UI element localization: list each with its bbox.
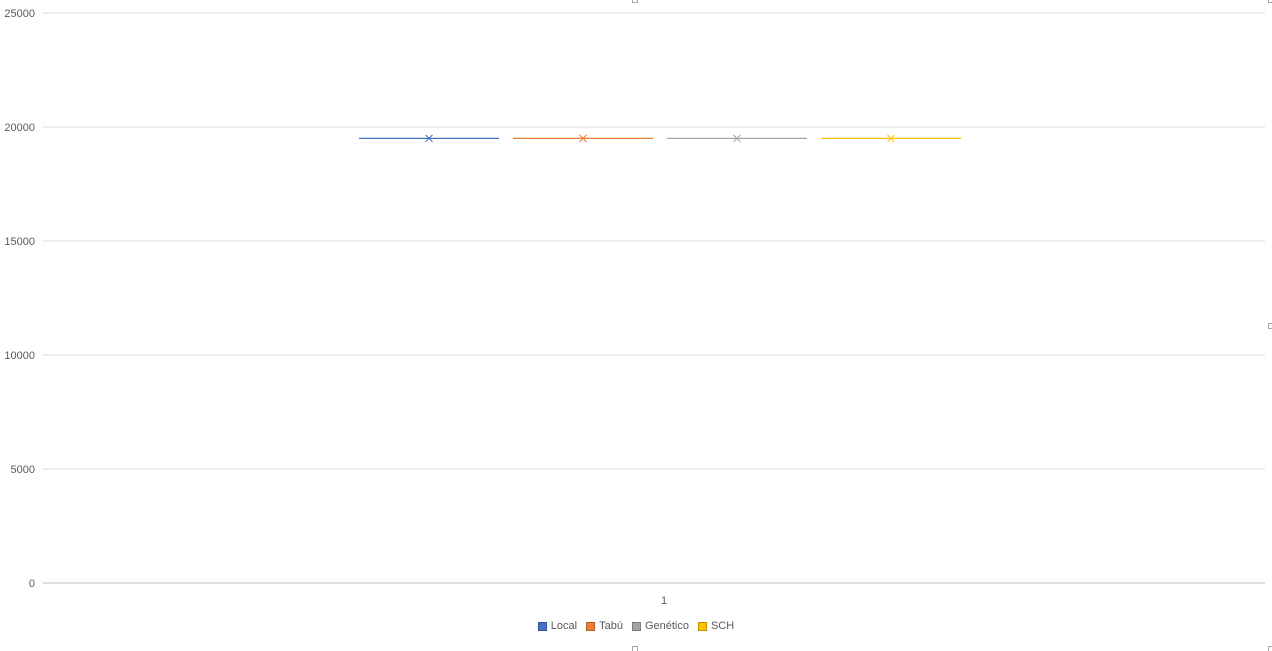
legend-item[interactable]: Tabú: [586, 620, 623, 632]
y-axis-tick-labels: 0 5000 10000 15000 20000 25000: [4, 8, 35, 590]
legend-swatch: [537, 621, 547, 631]
legend-item[interactable]: Local: [537, 620, 578, 632]
legend-label: Genético: [644, 620, 689, 632]
resize-handle-bottom[interactable]: [632, 646, 638, 651]
legend-item[interactable]: Genético: [631, 620, 689, 632]
legend[interactable]: Local Tabú Genético SCH: [0, 620, 1272, 632]
resize-handle-top[interactable]: [632, 0, 638, 3]
resize-handle-right[interactable]: [1268, 323, 1272, 329]
series-1[interactable]: [513, 134, 653, 143]
series-marks[interactable]: [359, 134, 961, 143]
y-tick-label: 0: [29, 578, 35, 590]
data-point-marker[interactable]: [579, 134, 587, 143]
legend-swatch: [586, 621, 596, 631]
series-2[interactable]: [667, 134, 807, 143]
data-point-marker[interactable]: [425, 134, 433, 143]
series-0[interactable]: [359, 134, 499, 143]
legend-label: Tabú: [599, 620, 623, 632]
y-tick-label: 20000: [4, 122, 35, 134]
data-point-marker[interactable]: [887, 134, 895, 143]
legend-swatch: [631, 621, 641, 631]
y-tick-label: 5000: [11, 464, 35, 476]
y-tick-label: 15000: [4, 236, 35, 248]
series-3[interactable]: [821, 134, 961, 143]
x-tick-label: 1: [661, 595, 667, 607]
resize-handle-top-right[interactable]: [1268, 0, 1272, 3]
legend-label: SCH: [710, 620, 735, 632]
legend-label: Local: [550, 620, 578, 632]
data-point-marker[interactable]: [733, 134, 741, 143]
y-tick-label: 10000: [4, 350, 35, 362]
legend-swatch: [697, 621, 707, 631]
legend-item[interactable]: SCH: [697, 620, 735, 632]
resize-handle-bottom-right[interactable]: [1268, 646, 1272, 651]
y-tick-label: 25000: [4, 8, 35, 20]
gridlines: [43, 12, 1265, 584]
x-axis-tick-labels: 1: [661, 595, 667, 607]
